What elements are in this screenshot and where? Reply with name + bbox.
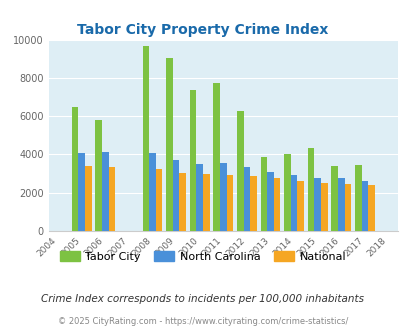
Bar (354, 165, 361, 231)
Bar (296, 181, 303, 231)
Bar (173, 160, 179, 231)
Text: Tabor City Property Crime Index: Tabor City Property Crime Index (77, 23, 328, 37)
Bar (220, 163, 226, 231)
Bar (273, 178, 280, 231)
Bar (243, 167, 249, 231)
Text: © 2025 CityRating.com - https://www.cityrating.com/crime-statistics/: © 2025 CityRating.com - https://www.city… (58, 317, 347, 326)
Bar (330, 166, 337, 231)
Bar (72, 107, 78, 231)
Bar (95, 120, 102, 231)
Bar (237, 112, 243, 231)
Bar (320, 183, 327, 231)
Bar (313, 178, 320, 231)
Bar (196, 164, 202, 231)
Bar (213, 83, 220, 231)
Bar (249, 177, 256, 231)
Bar (284, 154, 290, 231)
Bar (361, 181, 367, 231)
Bar (226, 176, 232, 231)
Bar (149, 152, 156, 231)
Bar (189, 90, 196, 231)
Bar (202, 174, 209, 231)
Bar (78, 153, 85, 231)
Bar (266, 172, 273, 231)
Bar (142, 46, 149, 231)
Bar (307, 148, 313, 231)
Bar (109, 167, 115, 231)
Bar (290, 176, 296, 231)
Bar (337, 178, 344, 231)
Bar (367, 185, 374, 231)
Legend: Tabor City, North Carolina, National: Tabor City, North Carolina, National (55, 247, 350, 267)
Bar (344, 184, 350, 231)
Text: Crime Index corresponds to incidents per 100,000 inhabitants: Crime Index corresponds to incidents per… (41, 294, 364, 304)
Bar (102, 151, 109, 231)
Bar (179, 173, 185, 231)
Bar (156, 169, 162, 231)
Bar (85, 166, 92, 231)
Bar (260, 157, 266, 231)
Bar (166, 58, 173, 231)
